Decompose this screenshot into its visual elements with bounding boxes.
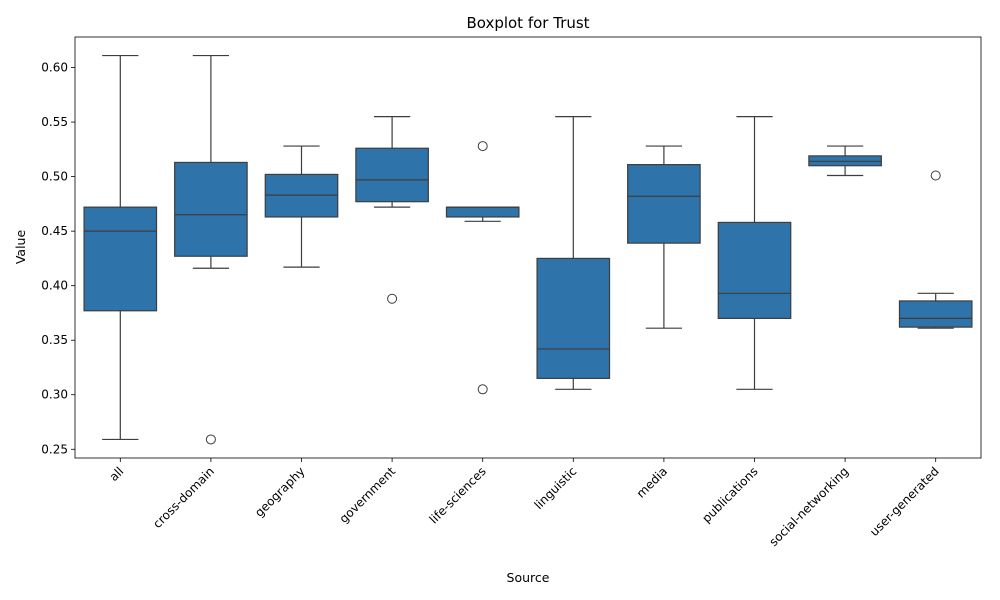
y-tick-label: 0.25 <box>41 442 68 456</box>
x-tick-label: life-sciences <box>427 464 489 526</box>
box-group-user-generated <box>898 170 973 329</box>
box <box>536 257 611 379</box>
box-group-cross-domain <box>174 54 248 445</box>
box-group-publications <box>717 116 792 390</box>
outlier-point <box>477 384 488 395</box>
box-group-social-networking <box>808 145 882 177</box>
x-tick-label: media <box>634 464 670 500</box>
box-group-life-sciences <box>445 141 520 395</box>
box <box>83 206 158 312</box>
box <box>898 300 973 328</box>
y-tick-label: 0.30 <box>41 388 68 402</box>
x-tick-label: cross-domain <box>150 464 217 531</box>
y-tick-label: 0.45 <box>41 224 68 238</box>
x-tick-label: user-generated <box>867 464 942 539</box>
outlier-point <box>930 170 941 181</box>
y-tick-label: 0.60 <box>41 61 68 75</box>
x-axis: all cross-domain geography government life-s… <box>107 458 942 549</box>
outlier-point <box>387 293 398 304</box>
x-tick-label: social-networking <box>766 464 851 549</box>
chart-title: Boxplot for Trust <box>466 14 589 32</box>
box-group-linguistic <box>536 116 611 390</box>
outlier-point <box>477 141 488 152</box>
outlier-point <box>205 434 216 445</box>
x-tick-label: geography <box>252 464 308 520</box>
box <box>627 164 701 244</box>
x-tick-label: publications <box>699 464 760 525</box>
y-axis: 0.25 0.30 0.35 0.40 0.45 0.50 0.55 0.60 <box>41 61 75 456</box>
y-tick-label: 0.40 <box>41 279 68 293</box>
box-group-geography <box>264 145 339 268</box>
box-group-all <box>83 54 158 441</box>
plot-frame <box>74 36 982 459</box>
y-tick-label: 0.55 <box>41 115 68 129</box>
plot-area <box>83 54 973 445</box>
x-tick-label: government <box>337 464 399 526</box>
y-axis-label: Value <box>13 230 28 265</box>
box-group-government <box>355 116 429 304</box>
box <box>445 206 520 218</box>
box-group-media <box>627 145 701 329</box>
y-tick-label: 0.35 <box>41 333 68 347</box>
x-tick-label: all <box>107 464 127 484</box>
x-axis-label: Source <box>507 570 550 585</box>
box <box>174 161 248 257</box>
x-tick-label: linguistic <box>532 464 580 512</box>
box <box>717 221 792 319</box>
box <box>355 147 429 203</box>
y-tick-label: 0.50 <box>41 170 68 184</box>
